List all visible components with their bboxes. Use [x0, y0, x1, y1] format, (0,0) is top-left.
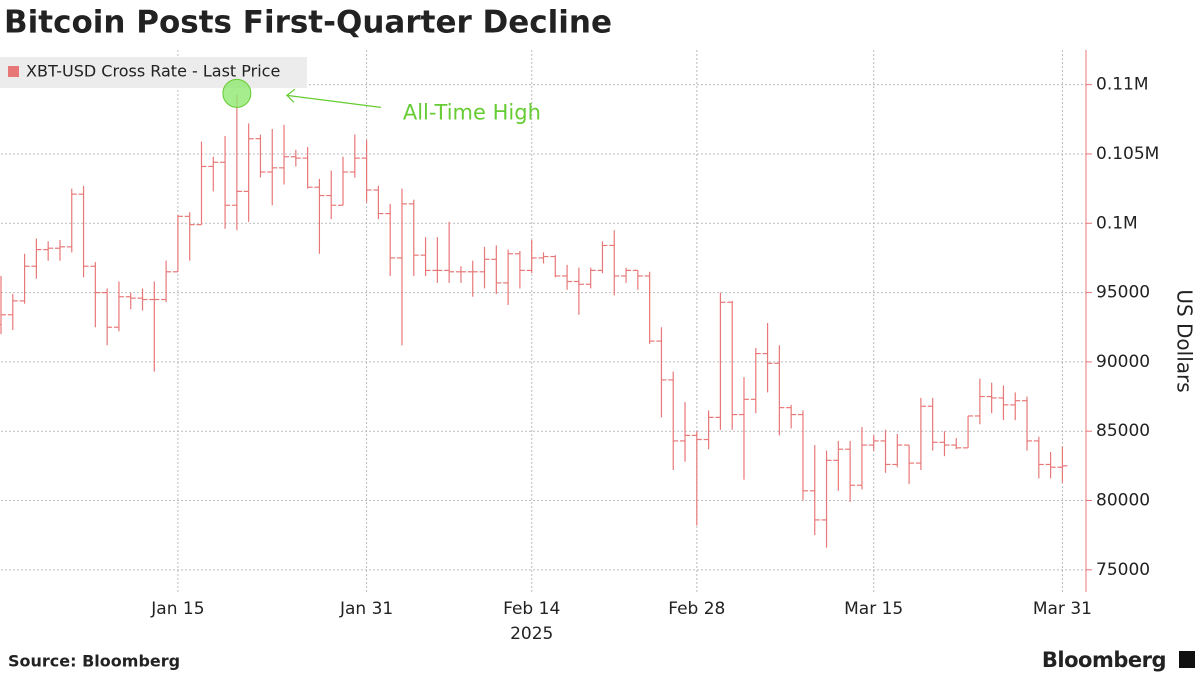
x-tick-label: Jan 31	[339, 599, 393, 619]
annotation-arrow	[286, 94, 381, 108]
legend-swatch	[8, 66, 19, 77]
y-tick-label: 95000	[1096, 283, 1150, 303]
x-sublabel: 2025	[510, 624, 553, 644]
source: Source: Bloomberg	[8, 652, 180, 671]
legend-label: XBT-USD Cross Rate - Last Price	[26, 62, 280, 81]
y-tick-label: 0.1M	[1096, 213, 1138, 233]
legend-box	[0, 57, 307, 88]
x-tick-label: Feb 28	[668, 599, 725, 619]
y-tick-label: 75000	[1096, 560, 1150, 580]
chart-title: Bitcoin Posts First-Quarter Decline	[4, 5, 612, 41]
annotation-marker	[222, 78, 252, 108]
y-tick-label: 0.105M	[1096, 144, 1159, 164]
annotation-text: All-Time High	[403, 100, 541, 124]
x-tick-label: Mar 15	[844, 599, 903, 619]
brand-icon	[1179, 651, 1195, 668]
annotation-arrowhead	[285, 88, 296, 103]
y-tick-label: 90000	[1096, 352, 1150, 372]
x-tick-label: Feb 14	[503, 599, 560, 619]
y-tick-label: 80000	[1096, 491, 1150, 511]
x-tick-label: Mar 31	[1033, 599, 1092, 619]
brand: Bloomberg	[1042, 648, 1166, 672]
y-tick-label: 0.11M	[1096, 75, 1149, 95]
y-axis-label: US Dollars	[1173, 289, 1197, 392]
y-tick-label: 85000	[1096, 421, 1150, 441]
x-tick-label: Jan 15	[150, 599, 204, 619]
